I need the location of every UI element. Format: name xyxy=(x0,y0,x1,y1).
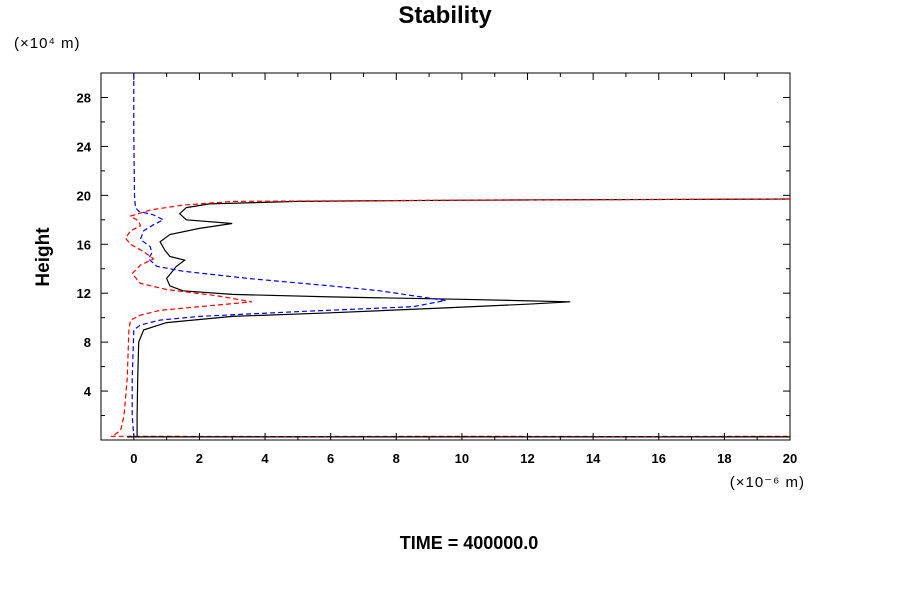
plot-frame xyxy=(100,72,791,441)
y-tick-label: 12 xyxy=(77,286,91,301)
x-tick-label: 6 xyxy=(327,451,334,466)
x-tick-label: 0 xyxy=(130,451,137,466)
series-line-1 xyxy=(136,198,791,437)
y-tick-label: 20 xyxy=(77,188,91,203)
x-tick-label: 12 xyxy=(520,451,534,466)
y-tick-label: 8 xyxy=(84,335,91,350)
time-label: TIME = 400000.0 xyxy=(400,533,539,553)
x-tick-label: 2 xyxy=(196,451,203,466)
x-tick-label: 20 xyxy=(783,451,797,466)
x-tick-label: 14 xyxy=(586,451,601,466)
x-tick-label: 10 xyxy=(455,451,469,466)
x-tick-label: 4 xyxy=(261,451,269,466)
series-line-3 xyxy=(113,198,791,436)
y-tick-label: 24 xyxy=(77,139,92,154)
x-tick-label: 16 xyxy=(652,451,666,466)
x-unit-label: (×10⁻⁶ m) xyxy=(730,474,805,491)
y-tick-label: 28 xyxy=(77,90,91,105)
series-line-2 xyxy=(131,73,446,437)
x-tick-label: 18 xyxy=(717,451,731,466)
chart-title: Stability xyxy=(398,2,492,29)
y-axis-label: Height xyxy=(33,227,54,287)
y-tick-label: 16 xyxy=(77,237,91,252)
x-tick-label: 8 xyxy=(393,451,400,466)
y-unit-label: (×10⁴ m) xyxy=(14,35,81,52)
y-tick-label: 4 xyxy=(84,384,92,399)
